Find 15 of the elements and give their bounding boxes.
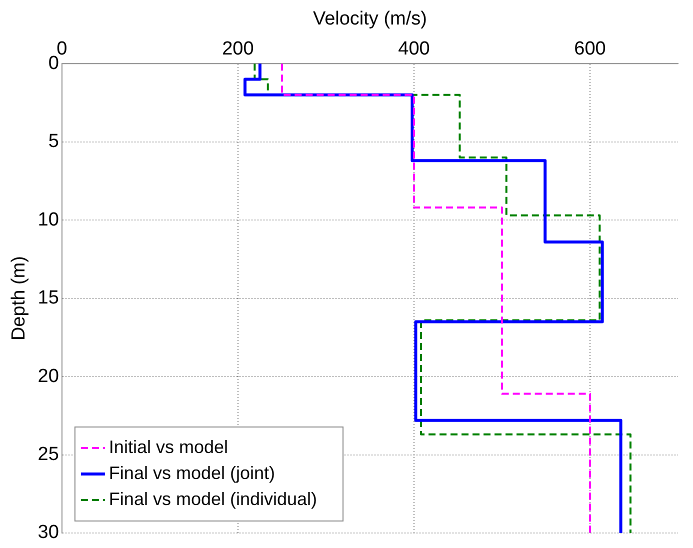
y-tick-label: 5 xyxy=(48,131,59,152)
y-tick-label: 0 xyxy=(48,52,59,74)
x-tick-label: 200 xyxy=(222,38,254,60)
x-tick-label: 400 xyxy=(398,38,430,60)
legend-label: Initial vs model xyxy=(108,436,228,457)
legend-label: Final vs model (joint) xyxy=(108,462,275,483)
y-tick-label: 20 xyxy=(38,366,59,387)
y-tick-label: 30 xyxy=(38,522,59,544)
y-tick-label: 10 xyxy=(38,209,59,230)
legend-label: Final vs model (individual) xyxy=(108,488,318,509)
x-tick-label: 600 xyxy=(574,38,606,60)
x-axis-title: Velocity (m/s) xyxy=(312,8,427,30)
y-tick-label: 25 xyxy=(38,444,59,465)
y-axis-title: Depth (m) xyxy=(8,256,30,341)
y-tick-label: 15 xyxy=(38,288,59,309)
